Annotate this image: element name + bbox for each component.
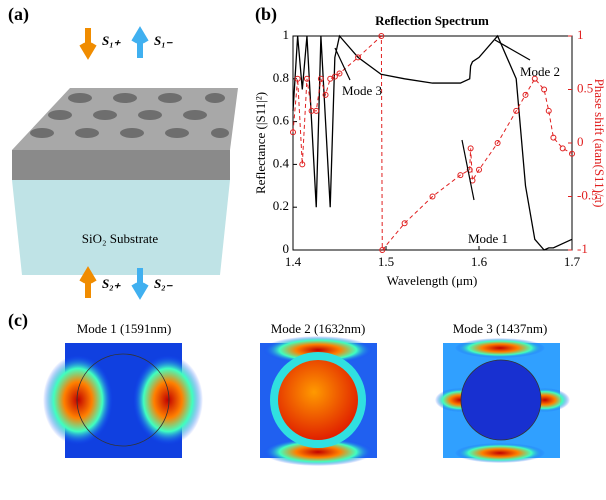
y2-tick-label: -1 — [577, 241, 588, 256]
data-point — [327, 75, 334, 82]
port-label: S₁₋ — [154, 33, 173, 48]
data-point — [494, 140, 501, 146]
annotation: Mode 2 — [520, 64, 560, 79]
annotation-arrow — [461, 139, 475, 201]
slab-diagram — [12, 88, 238, 275]
x-tick-label: 1.5 — [378, 254, 394, 269]
field-map — [43, 343, 203, 458]
substrate-label: SiO₂ Substrate — [82, 231, 159, 246]
data-point — [467, 145, 474, 152]
y-tick-label: 0.8 — [273, 70, 289, 85]
data-point — [545, 107, 552, 114]
data-point — [513, 107, 520, 114]
y2-tick-label: 0.5 — [577, 80, 593, 95]
y2-tick-label: 1 — [577, 27, 584, 42]
data-point — [336, 70, 343, 77]
map-title: Mode 1 (1591nm) — [77, 321, 172, 336]
y2-tick-label: 0 — [577, 134, 584, 149]
data-point — [331, 73, 338, 80]
y-tick-label: 0.6 — [273, 113, 290, 128]
annotation: Mode 3 — [342, 83, 382, 98]
annotation-arrow — [334, 47, 351, 81]
port-label: S₂₋ — [154, 276, 173, 291]
data-point — [355, 54, 362, 61]
data-point — [378, 33, 385, 39]
x-axis-label: Wavelength (μm) — [387, 273, 478, 288]
map-title: Mode 2 (1632nm) — [271, 321, 366, 336]
field-map — [260, 336, 377, 466]
data-point — [550, 134, 557, 141]
data-point — [559, 145, 566, 152]
data-point — [303, 75, 310, 82]
arrow — [79, 28, 97, 60]
series-line — [292, 34, 573, 251]
data-point — [379, 247, 386, 253]
y-axis-label: Reflectance (|S11|²) — [253, 92, 268, 194]
map-title: Mode 3 (1437nm) — [453, 321, 548, 336]
x-tick-label: 1.6 — [471, 254, 488, 269]
data-point — [290, 129, 296, 136]
x-tick-label: 1.7 — [564, 254, 581, 269]
data-point — [466, 166, 473, 173]
y2-axis-label: Phase shift (atan(S11)/π) — [592, 79, 606, 208]
y2-tick-label: -0.5 — [577, 187, 598, 202]
y-tick-label: 0.4 — [273, 155, 290, 170]
x-tick-label: 1.4 — [285, 254, 302, 269]
y-tick-label: 0.2 — [273, 198, 289, 213]
annotation-arrow — [494, 39, 531, 61]
panel-label: (a) — [8, 4, 29, 25]
data-point — [541, 86, 548, 93]
port-label: S₁₊ — [102, 33, 121, 48]
arrow — [131, 268, 149, 300]
data-point — [401, 220, 408, 227]
data-point — [299, 161, 306, 168]
data-point — [457, 172, 464, 179]
field-map — [435, 338, 570, 463]
y-tick-label: 1 — [283, 27, 290, 42]
chart-title: Reflection Spectrum — [375, 13, 489, 28]
panel-label: (b) — [255, 4, 277, 25]
y-tick-label: 0 — [283, 241, 290, 256]
arrow — [79, 266, 97, 298]
data-point — [476, 166, 482, 173]
data-point — [531, 75, 538, 82]
panel-label: (c) — [8, 310, 28, 331]
data-point — [294, 75, 301, 82]
arrow — [131, 26, 149, 58]
data-point — [429, 193, 436, 200]
port-label: S₂₊ — [102, 276, 121, 291]
data-point — [313, 107, 320, 114]
data-point — [317, 75, 324, 82]
data-point — [522, 91, 529, 98]
annotation: Mode 1 — [468, 231, 508, 246]
data-point — [569, 150, 575, 157]
data-point — [322, 91, 329, 98]
